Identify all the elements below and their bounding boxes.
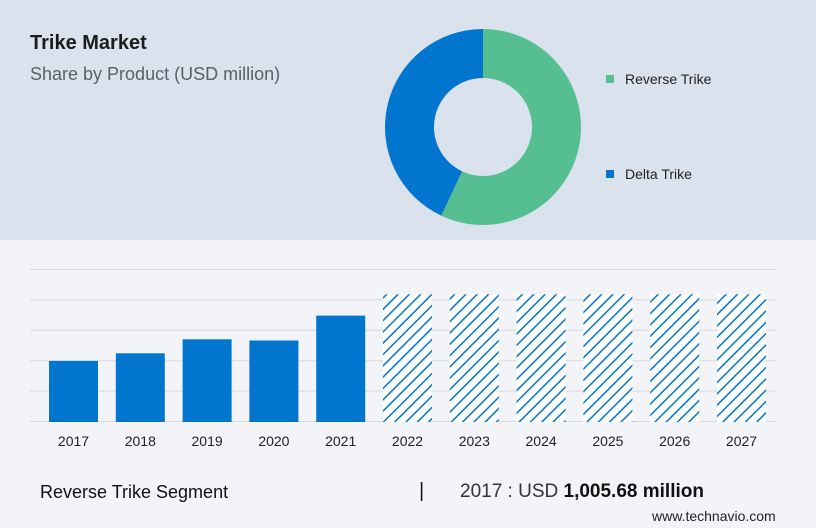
bar-2018: [115, 353, 165, 422]
x-tick-label: 2025: [592, 433, 623, 449]
x-tick-label: 2017: [58, 433, 89, 449]
footer-divider: |: [419, 480, 425, 502]
footer-segment-label: Reverse Trike Segment: [40, 482, 229, 502]
legend-label: Delta Trike: [625, 166, 692, 182]
footer-value-prefix: 2017 : USD: [460, 481, 564, 502]
bar-2020: [249, 340, 299, 422]
bar-2019: [182, 339, 232, 422]
legend-item-delta-trike: Delta Trike: [606, 166, 692, 182]
x-tick-label: 2022: [392, 433, 423, 449]
x-tick-label: 2021: [325, 433, 356, 449]
bar-2024: [516, 294, 566, 422]
chart-subtitle: Share by Product (USD million): [30, 64, 281, 84]
x-tick-label: 2027: [726, 433, 757, 449]
x-tick-label: 2026: [659, 433, 690, 449]
chart-title: Trike Market: [30, 32, 147, 54]
bar-2026: [650, 294, 700, 422]
bar-2023: [449, 294, 499, 422]
bar-2025: [583, 294, 633, 422]
x-tick-label: 2020: [258, 433, 289, 449]
bar-2022: [383, 294, 432, 422]
legend-item-reverse-trike: Reverse Trike: [606, 71, 711, 87]
x-tick-label: 2018: [125, 433, 156, 449]
donut-chart: [385, 29, 581, 225]
bar-2021: [316, 315, 366, 422]
x-tick-label: 2024: [526, 433, 557, 449]
donut-slice-reverse-trike: [441, 29, 581, 225]
bar-2027: [717, 294, 766, 422]
bar-2017: [49, 360, 98, 422]
footer-value: 2017 : USD 1,005.68 million: [460, 481, 704, 503]
bar-chart: 2017 2018 2019 2020 2021 2022 2023 2024 2025 2026…: [30, 269, 776, 449]
donut-slice-delta-trike: [385, 29, 483, 216]
x-tick-label: 2019: [192, 433, 223, 449]
legend-swatch-delta-trike: [606, 170, 614, 178]
x-tick-label: 2023: [459, 433, 490, 449]
legend-label: Reverse Trike: [625, 71, 712, 87]
footer-value-amount: 1,005.68 million: [563, 481, 704, 502]
legend-swatch-reverse-trike: [606, 75, 614, 83]
site-url[interactable]: www.technavio.com: [652, 508, 776, 524]
